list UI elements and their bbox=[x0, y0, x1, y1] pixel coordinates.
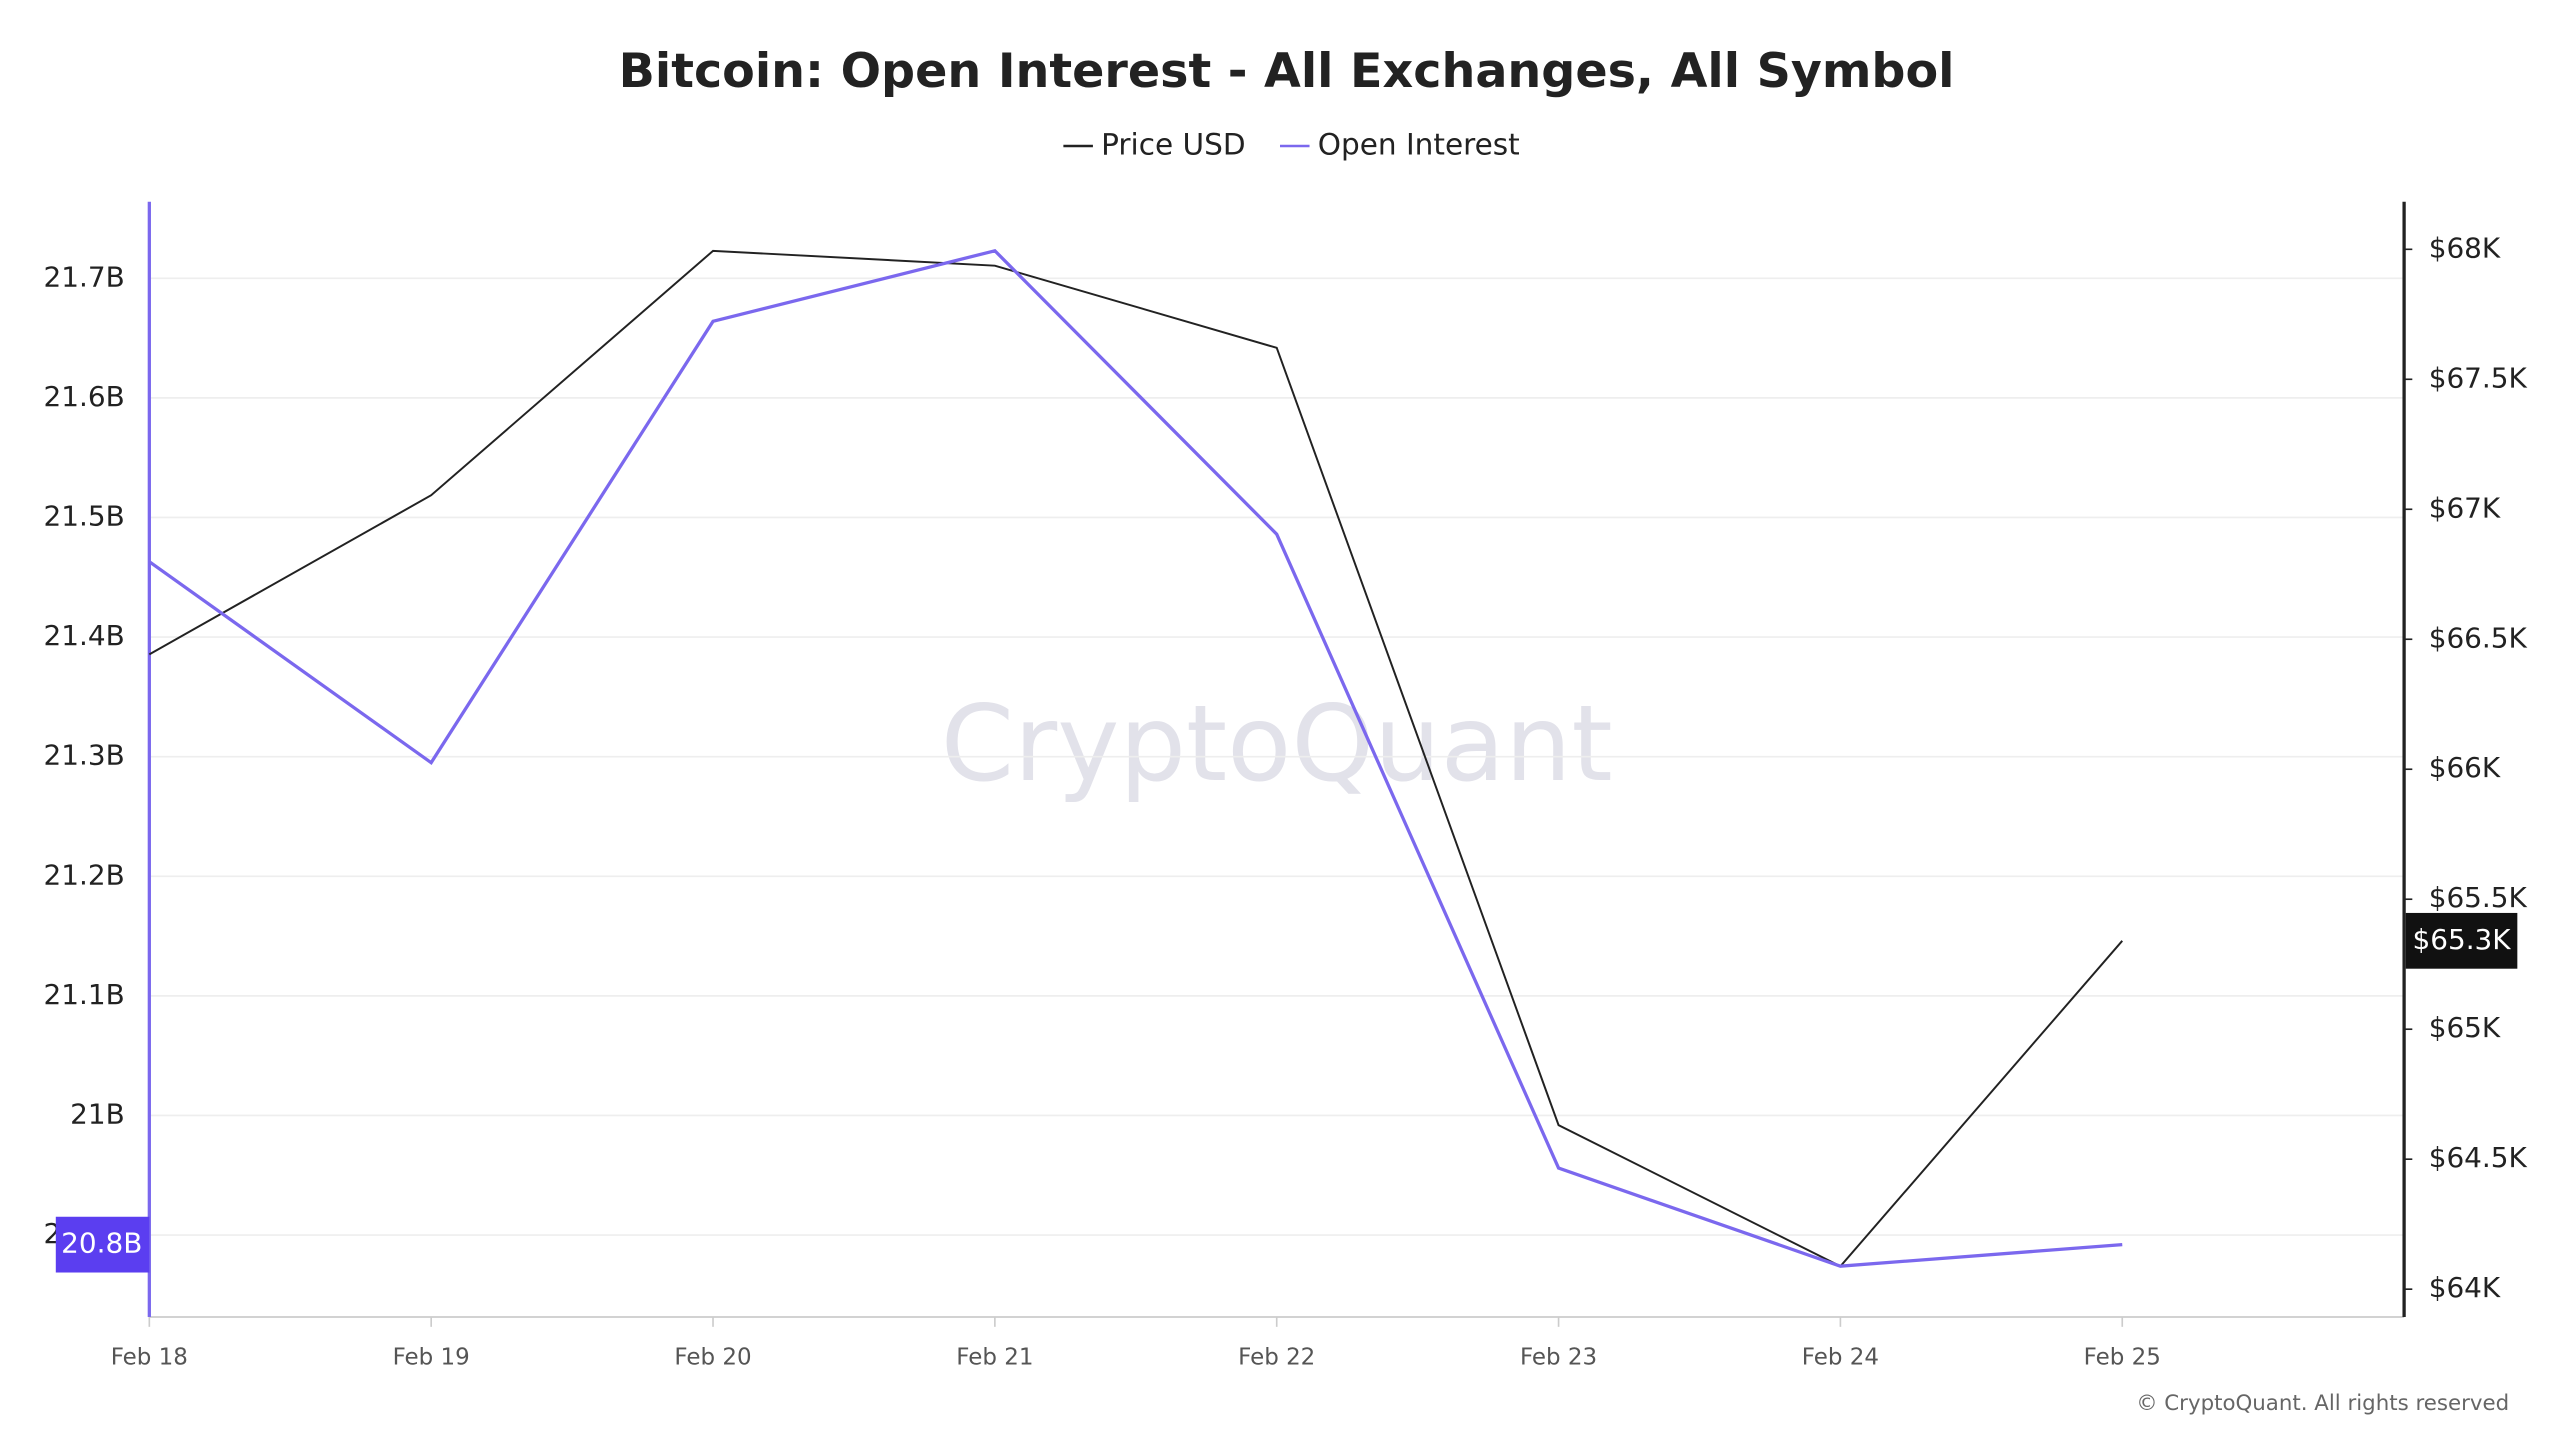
y2-tick-label: $65.5K bbox=[2429, 881, 2528, 914]
y2-tick-label: $64K bbox=[2429, 1271, 2501, 1304]
y2-tick-label: $66.5K bbox=[2429, 621, 2528, 654]
x-tick-label: Feb 24 bbox=[1802, 1344, 1879, 1370]
y2-tick-label: $68K bbox=[2429, 231, 2501, 264]
chart-title: Bitcoin: Open Interest - All Exchanges, … bbox=[619, 44, 1955, 99]
series-line bbox=[148, 248, 2123, 1268]
y-tick-label: 21B bbox=[70, 1097, 125, 1130]
x-tick-label: Feb 20 bbox=[674, 1344, 751, 1370]
y-tick-label: 21.1B bbox=[43, 978, 124, 1011]
y2-tick-label: $65K bbox=[2429, 1011, 2501, 1044]
series-line bbox=[148, 249, 2124, 1268]
x-tick-label: Feb 19 bbox=[393, 1344, 470, 1370]
y-tick-label: 21.3B bbox=[43, 739, 124, 772]
x-tick-label: Feb 23 bbox=[1520, 1344, 1597, 1370]
y2-marker-box bbox=[2405, 912, 2518, 969]
x-tick-label: Feb 25 bbox=[2084, 1344, 2161, 1370]
x-tick-label: Feb 18 bbox=[111, 1344, 188, 1370]
y-tick-label: 21.2B bbox=[43, 858, 124, 891]
legend-label: Open Interest bbox=[1318, 127, 1520, 161]
y2-tick-label: $64.5K bbox=[2429, 1141, 2528, 1174]
y-tick-label: 21.6B bbox=[43, 380, 124, 413]
y2-tick-label: $67K bbox=[2429, 491, 2501, 524]
x-tick-label: Feb 22 bbox=[1238, 1344, 1315, 1370]
y-tick-label: 21.4B bbox=[43, 619, 124, 652]
y-marker: 20.8B bbox=[61, 1227, 142, 1260]
y2-tick-label: $67.5K bbox=[2429, 361, 2528, 394]
x-tick-label: Feb 21 bbox=[956, 1344, 1033, 1370]
footer: © CryptoQuant. All rights reserved bbox=[2136, 1391, 2509, 1416]
y-tick-label: 21.5B bbox=[43, 499, 124, 532]
y2-tick-label: $66K bbox=[2429, 751, 2501, 784]
y-marker-box bbox=[55, 1216, 150, 1273]
watermark: CryptoQuant bbox=[941, 683, 1613, 805]
y2-marker: $65.3K bbox=[2412, 923, 2511, 956]
y-tick-label: 21.7B bbox=[43, 260, 124, 293]
legend-label: Price USD bbox=[1101, 127, 1245, 161]
